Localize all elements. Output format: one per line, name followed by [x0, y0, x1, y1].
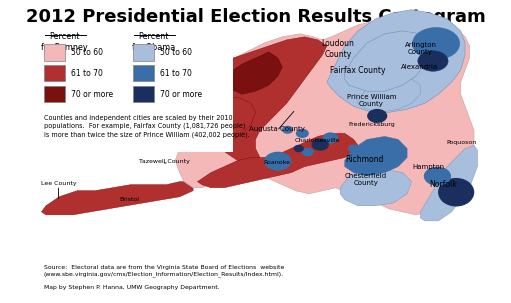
Bar	[44, 44, 65, 61]
Text: Map by Stephen P. Hanna, UMW Geography Department.: Map by Stephen P. Hanna, UMW Geography D…	[44, 285, 219, 290]
Text: Chesterfield
County: Chesterfield County	[345, 173, 387, 186]
Text: Augusta County: Augusta County	[249, 126, 305, 132]
PathPatch shape	[340, 170, 411, 206]
Text: 61 to 70: 61 to 70	[160, 68, 192, 78]
Circle shape	[303, 148, 313, 156]
Text: Charlottesville: Charlottesville	[294, 138, 340, 143]
Text: Arlington
County: Arlington County	[405, 42, 436, 55]
Circle shape	[368, 110, 387, 122]
Text: Fairfax County: Fairfax County	[330, 65, 386, 75]
PathPatch shape	[175, 22, 474, 215]
Text: Loudoun
County: Loudoun County	[321, 39, 355, 59]
Bar	[44, 65, 65, 82]
Circle shape	[294, 145, 303, 152]
PathPatch shape	[198, 37, 327, 173]
Circle shape	[418, 51, 448, 71]
Text: Tazewell County: Tazewell County	[138, 159, 190, 164]
Text: Fredericksburg: Fredericksburg	[348, 122, 395, 127]
Bar	[133, 86, 154, 102]
Text: Hampton: Hampton	[412, 164, 445, 170]
Text: 61 to 70: 61 to 70	[71, 68, 103, 78]
Text: 70 or more: 70 or more	[71, 90, 113, 99]
PathPatch shape	[327, 10, 465, 112]
PathPatch shape	[224, 52, 282, 94]
PathPatch shape	[345, 136, 407, 176]
Text: Lee County: Lee County	[40, 181, 76, 186]
Circle shape	[349, 145, 359, 152]
Text: Bristol: Bristol	[120, 197, 140, 202]
Circle shape	[425, 168, 450, 185]
Text: 50 to 60: 50 to 60	[160, 48, 192, 57]
PathPatch shape	[358, 76, 421, 112]
Circle shape	[283, 126, 292, 133]
Bar	[133, 44, 154, 61]
Text: Roanoke: Roanoke	[263, 160, 290, 165]
PathPatch shape	[421, 145, 478, 221]
PathPatch shape	[198, 97, 256, 145]
Text: 50 to 60: 50 to 60	[71, 48, 103, 57]
Text: Percent
for Obama: Percent for Obama	[132, 32, 175, 52]
Text: 2012 Presidential Election Results Cartogram: 2012 Presidential Election Results Carto…	[26, 8, 485, 26]
Text: Poquoson: Poquoson	[447, 140, 477, 145]
Circle shape	[412, 28, 460, 59]
Text: Counties and independent cities are scaled by their 2010
populations.  For examp: Counties and independent cities are scal…	[44, 115, 249, 138]
PathPatch shape	[345, 31, 429, 91]
Text: Percent
for Romney: Percent for Romney	[41, 32, 88, 52]
Bar	[37, 25, 233, 152]
Text: Source:  Electoral data are from the Virginia State Board of Elections  website
: Source: Electoral data are from the Virg…	[44, 265, 284, 277]
Bar	[44, 86, 65, 102]
Text: Alexandria: Alexandria	[401, 64, 438, 70]
Ellipse shape	[439, 179, 474, 206]
Text: Prince William
County: Prince William County	[346, 94, 396, 107]
Bar	[133, 65, 154, 82]
PathPatch shape	[198, 133, 358, 188]
Text: 70 or more: 70 or more	[160, 90, 202, 99]
Circle shape	[265, 152, 291, 170]
Text: Richmond: Richmond	[345, 155, 384, 164]
PathPatch shape	[41, 182, 193, 215]
Circle shape	[312, 139, 328, 150]
Circle shape	[296, 129, 308, 137]
Circle shape	[323, 133, 338, 143]
Text: Norfolk: Norfolk	[429, 180, 457, 189]
